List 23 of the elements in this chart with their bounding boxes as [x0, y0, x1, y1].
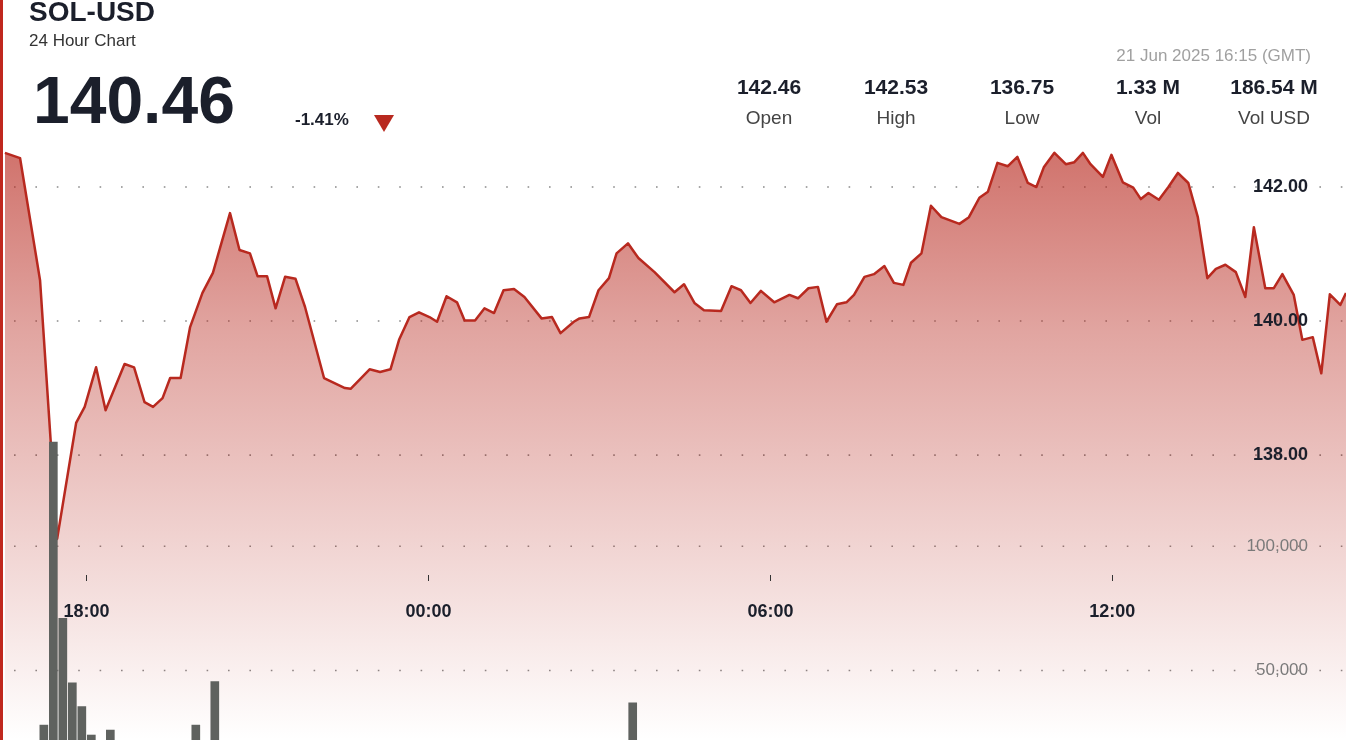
- annotation: 1.33 M: [1114, 75, 1182, 99]
- x-tick-label: 06:00: [747, 600, 794, 621]
- x-tick-label: 12:00: [1089, 600, 1136, 621]
- annotation: Low: [1003, 107, 1041, 129]
- y2-tick-label: 100,000: [1246, 536, 1308, 555]
- annotation: -1.41%: [295, 110, 349, 130]
- y-tick-label: 142.00: [1252, 175, 1308, 196]
- annotation: 21 Jun 2025 16:15 (GMT): [1116, 46, 1311, 66]
- x-tick-label: 00:00: [405, 600, 452, 621]
- annotation: 186.54 M: [1229, 75, 1319, 99]
- y2-tick-label: 50,000: [1256, 660, 1308, 680]
- x-tick-label: 18:00: [63, 600, 110, 621]
- annotation: Vol: [1133, 107, 1163, 129]
- annotation: 140.46: [33, 62, 235, 138]
- annotation: Vol USD: [1237, 107, 1311, 129]
- text: 24 Hour Chart: [29, 31, 136, 51]
- chart-title: SOL-USD: [29, 0, 155, 28]
- y-tick-label: 138.00: [1252, 444, 1308, 465]
- annotation: 136.75: [988, 75, 1056, 99]
- annotation: 142.46: [735, 75, 803, 99]
- annotation: High: [875, 107, 917, 129]
- annotation: Open: [744, 107, 794, 129]
- annotation: 142.53: [862, 75, 930, 99]
